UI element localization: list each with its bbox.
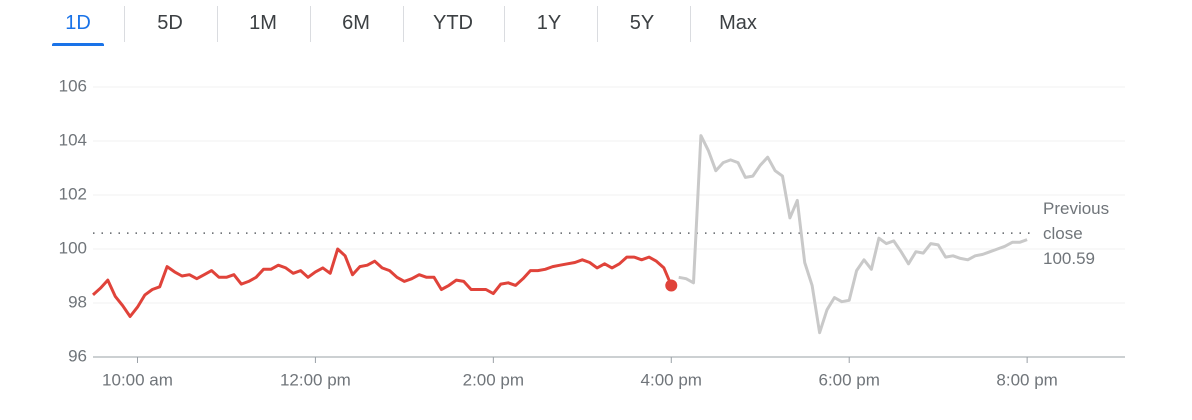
range-tab[interactable]: Max [719,12,757,34]
last-point [665,279,678,292]
y-tick-label: 106 [59,76,87,95]
reference-value: 100.59 [1043,249,1095,268]
range-tab[interactable]: 5Y [629,12,655,34]
x-tick-label: 2:00 pm [463,370,524,389]
range-tab[interactable]: 5D [157,12,183,34]
tab-separator [124,6,125,42]
tab-separator [504,6,505,42]
range-tab[interactable]: 6M [342,12,370,34]
y-tick-label: 102 [59,184,87,203]
tab-separator [403,6,404,42]
x-tick-label: 4:00 pm [641,370,702,389]
tab-separator [597,6,598,42]
x-tick-label: 6:00 pm [818,370,879,389]
range-tab[interactable]: 1D [65,12,91,34]
x-tick-label: 8:00 pm [996,370,1057,389]
price-line [678,134,1028,335]
y-tick-label: 96 [68,346,87,365]
price-line [91,247,673,318]
reference-label: Previous close 100.59 [1043,196,1133,271]
y-tick-label: 100 [59,238,87,257]
x-tick-label: 10:00 am [102,370,173,389]
range-tab[interactable]: YTD [433,12,473,34]
tab-separator [690,6,691,42]
y-tick-label: 98 [68,292,87,311]
range-tab[interactable]: 1Y [536,12,562,34]
y-tick-label: 104 [59,130,87,149]
reference-label-text: Previous close [1043,199,1110,243]
range-tab[interactable]: 1M [249,12,277,34]
x-tick-label: 12:00 pm [280,370,351,389]
range-tabs: 1D 5D 1M 6M YTD 1Y 5Y Max [0,0,1192,48]
active-tab-underline [52,43,104,46]
tab-separator [217,6,218,42]
tab-separator [310,6,311,42]
